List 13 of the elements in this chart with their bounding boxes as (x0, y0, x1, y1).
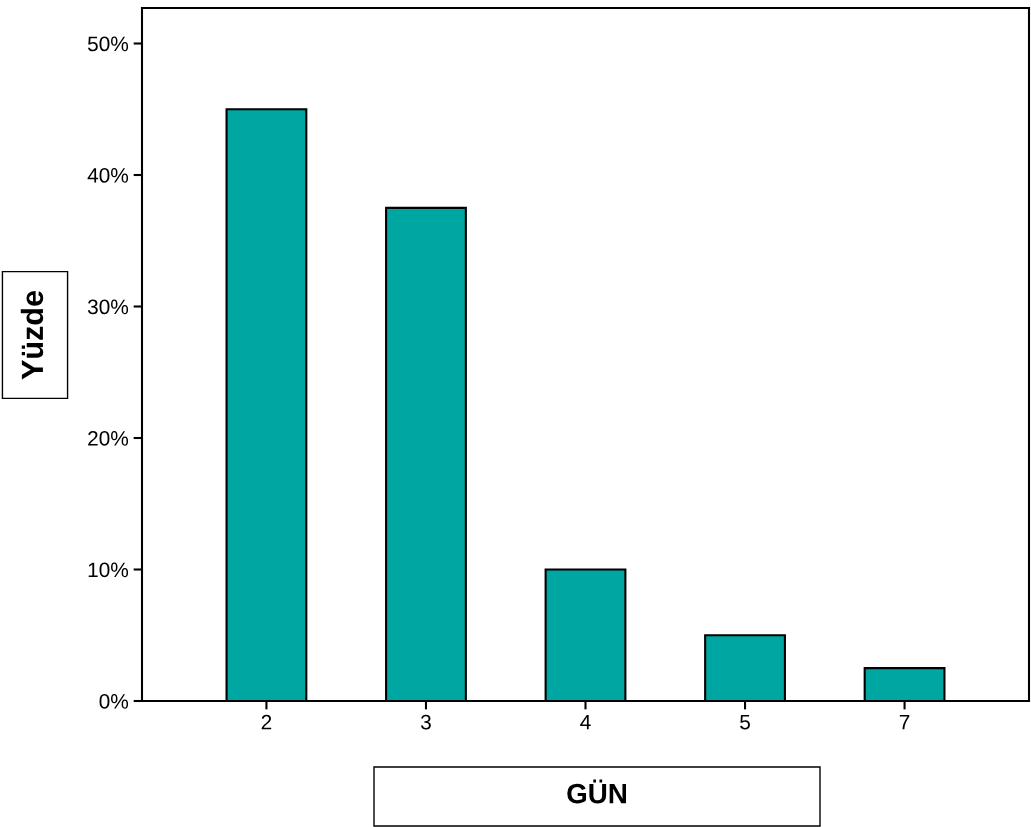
y-tick-label: 20% (88, 431, 129, 446)
y-axis-title: Yüzde (20, 291, 44, 380)
y-tick-label: 0% (99, 694, 129, 709)
y-tick-label: 50% (87, 36, 129, 52)
x-tick-label: 2 (261, 714, 272, 730)
x-tick-label: 4 (580, 714, 591, 730)
y-tick-label: 40% (87, 168, 129, 183)
y-tick-label: 10% (88, 562, 129, 578)
y-tick-label: 30% (87, 299, 129, 315)
x-tick-label: 7 (899, 714, 910, 730)
x-tick-label: 3 (420, 714, 431, 730)
x-axis-title: GÜN (567, 779, 626, 804)
x-tick-label: 5 (740, 714, 750, 730)
